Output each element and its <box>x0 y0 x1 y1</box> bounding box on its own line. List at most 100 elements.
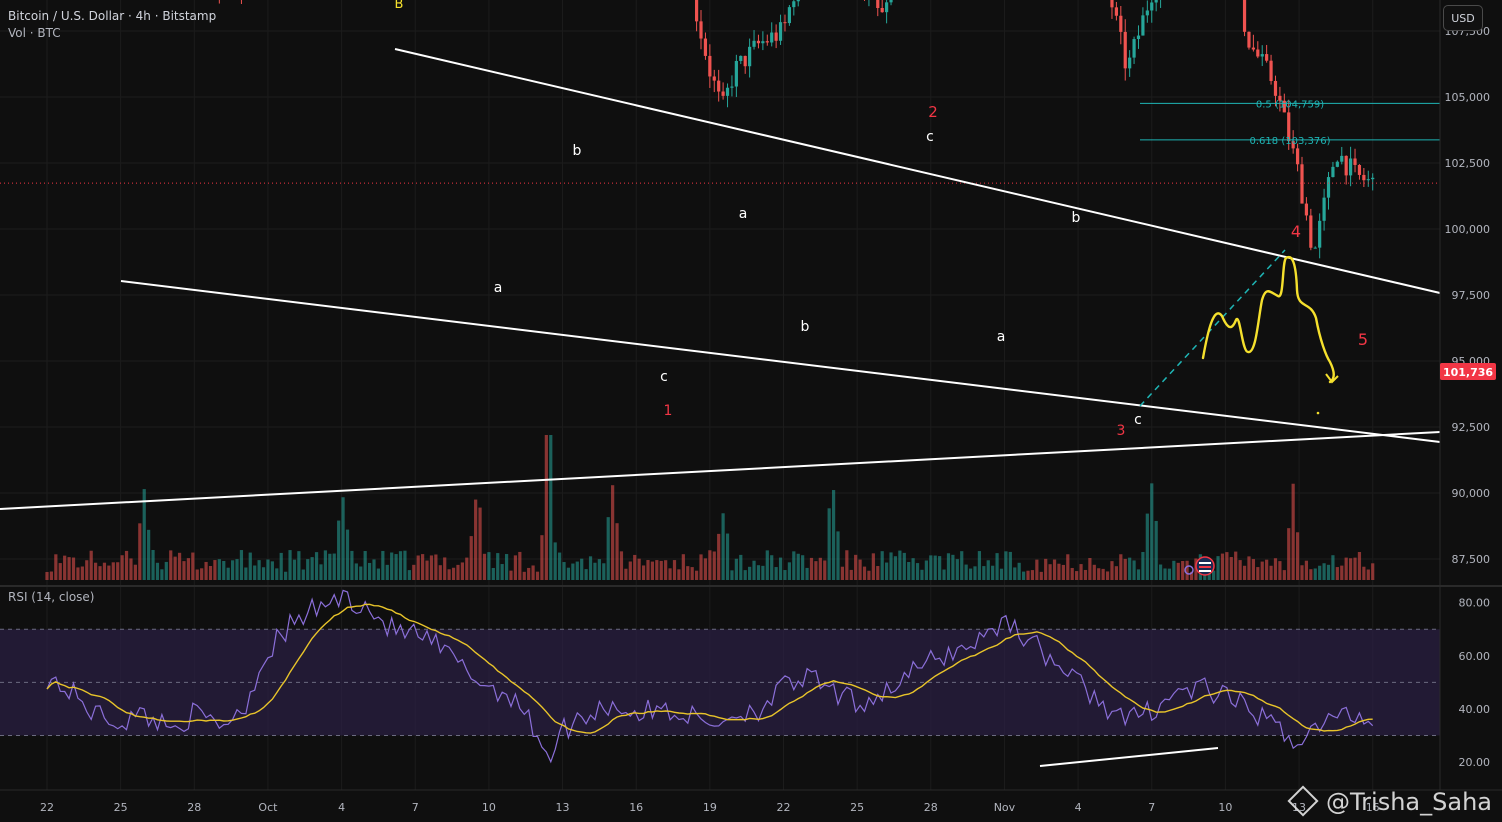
time-tick-label: 22 <box>777 801 791 814</box>
volume-bar <box>292 559 297 580</box>
volume-bar <box>372 559 376 580</box>
volume-bar <box>968 568 973 580</box>
volume-bar <box>367 562 372 580</box>
event-icon[interactable] <box>1184 565 1194 575</box>
volume-bar <box>597 559 601 580</box>
volume-bar <box>677 569 681 580</box>
projection-dot <box>1316 411 1320 415</box>
candle-body <box>1154 0 1158 3</box>
volume-bar <box>1035 559 1039 580</box>
volume-bar <box>1340 565 1344 580</box>
volume-bar <box>818 557 822 580</box>
candle-body <box>1340 155 1344 162</box>
volume-bar <box>694 570 699 580</box>
candle-body <box>1141 15 1145 36</box>
volume-bar <box>708 550 712 580</box>
rsi-axis[interactable]: 80.00 60.00 40.00 20.00 <box>1459 597 1491 769</box>
candle-body <box>1136 35 1141 40</box>
volume-bar <box>164 561 168 580</box>
wave-label-a: a <box>739 206 748 222</box>
time-tick-label: 19 <box>703 801 717 814</box>
candle-body <box>752 40 756 47</box>
volume-bar <box>1326 564 1331 580</box>
volume-bar <box>1132 560 1136 580</box>
volume-bar <box>213 560 217 580</box>
currency-button[interactable]: USD <box>1443 5 1483 31</box>
volume-bar <box>310 557 314 580</box>
volume-bar <box>76 567 80 580</box>
volume-bar <box>920 569 924 580</box>
wave-label-1: 1 <box>664 403 673 419</box>
volume-bar <box>796 553 800 580</box>
volume-bar <box>858 559 862 580</box>
wave-label-b: b <box>1072 210 1081 226</box>
volume-bar <box>89 550 93 580</box>
volume-bar <box>871 553 875 580</box>
volume-bar <box>235 559 239 580</box>
volume-bar <box>593 562 597 580</box>
volume-bar <box>1070 567 1074 580</box>
volume-bar <box>633 554 637 580</box>
volume-bar <box>1030 570 1035 580</box>
volume-bar <box>902 552 906 580</box>
candle-body <box>1309 215 1313 248</box>
volume-bar <box>752 560 756 580</box>
volume-bar <box>628 561 632 580</box>
rsi-ma-line <box>46 603 1373 734</box>
price-tick-label: 97,500 <box>1452 289 1491 302</box>
wave-label-c: c <box>926 129 934 145</box>
fibonacci-retracement[interactable]: 0 (110,621)0.5 (104,759)0.618 (103,376) <box>1140 0 1440 147</box>
volume-bar <box>1181 561 1185 580</box>
candle-body <box>1114 7 1118 16</box>
volume-bar <box>345 529 350 580</box>
volume-bar <box>915 563 920 580</box>
volume-bar <box>686 566 690 580</box>
volume-bar <box>359 566 363 580</box>
volume-bar <box>840 566 845 580</box>
volume-bar <box>425 560 429 580</box>
volume-bar <box>306 559 310 580</box>
time-tick-label: 28 <box>187 801 201 814</box>
volume-label: Vol · BTC <box>8 26 61 40</box>
time-axis[interactable]: 22 25 28 Oct 4 7 10 13 16 19 22 25 28 Nov 4 7 10 13 16 <box>0 789 1502 814</box>
candle-body <box>756 40 761 44</box>
volume-bar <box>434 554 438 580</box>
flag-icon[interactable] <box>1195 556 1215 576</box>
volume-bar <box>933 555 937 580</box>
volume-bar <box>1097 568 1101 580</box>
fib-trend-line <box>1139 249 1286 407</box>
time-tick-label: 13 <box>1292 801 1306 814</box>
volume-bar <box>1066 554 1070 580</box>
price-tick-label: 92,500 <box>1452 421 1491 434</box>
volume-bar <box>584 569 588 580</box>
volume-bar <box>1362 566 1366 580</box>
volume-bar <box>177 552 182 580</box>
volume-bar <box>403 550 407 580</box>
volume-bar <box>385 564 389 580</box>
volume-bar <box>1229 556 1233 580</box>
volume-bar <box>1163 568 1167 580</box>
volume-bar <box>699 554 703 580</box>
time-tick-label: 10 <box>1218 801 1232 814</box>
volume-bar <box>770 555 774 580</box>
volume-bar <box>1234 551 1238 580</box>
volume-bar <box>827 508 831 580</box>
candle-body <box>739 55 743 61</box>
volume-bar <box>204 561 208 580</box>
volume-bar <box>876 566 880 580</box>
volume-bar <box>279 552 283 580</box>
upper-trendline <box>394 48 1441 294</box>
volume-bar <box>549 435 553 580</box>
volume-bar <box>323 550 327 580</box>
volume-bar <box>102 562 107 580</box>
candle-body <box>1318 220 1322 248</box>
candle-body <box>774 32 778 41</box>
candle-body <box>1123 31 1127 69</box>
volume-bar <box>226 567 230 580</box>
candle-body <box>730 86 734 88</box>
rsi-label: RSI (14, close) <box>8 590 95 604</box>
volume-bar <box>491 567 495 580</box>
volume-bar <box>239 550 244 580</box>
volume-bar <box>1004 551 1008 580</box>
